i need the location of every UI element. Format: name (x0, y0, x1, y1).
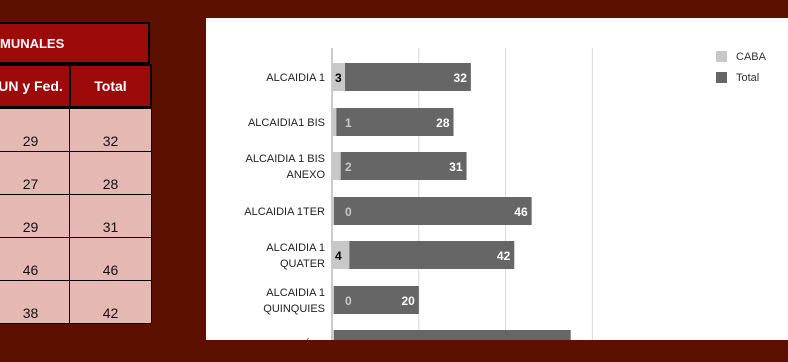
column-header-total: Total (69, 64, 152, 108)
cell-un-fed: 29 (0, 194, 71, 238)
bar-caba (332, 330, 334, 340)
value-label-total: 28 (436, 116, 450, 130)
bar-total (345, 63, 471, 91)
value-label-total: 42 (497, 249, 511, 263)
bar-caba (332, 197, 334, 225)
column-header-un-fed: UN y Fed. (0, 64, 71, 108)
value-label-caba: 4 (335, 249, 342, 263)
legend-swatch-total (716, 72, 727, 83)
cell-total: 28 (69, 151, 152, 195)
value-label-total: 32 (454, 71, 468, 85)
bar-caba (332, 108, 337, 136)
bar-total (349, 241, 515, 269)
legend-swatch-caba (716, 51, 727, 62)
cell-un-fed: 27 (0, 151, 71, 195)
cell-un-fed: 46 (0, 237, 71, 281)
value-label-caba: 2 (345, 160, 352, 174)
left-table: MUNALES UN y Fed. Total 29 32 27 28 29 31 46 46… (0, 22, 152, 362)
legend-item-caba: CABA (716, 46, 766, 67)
legend-item-total: Total (716, 67, 766, 88)
legend-label-total: Total (736, 71, 760, 84)
legend: CABA Total (716, 46, 766, 88)
value-label-total: 20 (401, 294, 415, 308)
category-label: ALCAIDIA1 BIS (248, 117, 325, 129)
bar-total (334, 197, 532, 225)
cell-un-fed: 38 (0, 280, 71, 324)
cell-total: 42 (69, 280, 152, 324)
bar-total (340, 152, 467, 180)
bar-total (334, 286, 419, 314)
bar-total (334, 330, 571, 340)
category-label: ALCAIDIA 1 QUATER (266, 242, 325, 270)
cell-total: 46 (69, 237, 152, 281)
category-label: ALCAIDIA 1 BIS ANEXO (246, 153, 326, 181)
bar-caba (332, 152, 341, 180)
cell-total: 32 (69, 108, 152, 152)
chart-panel: ALCAIDIA 1 3 32 ALCAIDIA1 BIS 1 28 ALCAIDIA 1 … (206, 18, 788, 340)
bar-total (336, 108, 454, 136)
cell-un-fed: 29 (0, 108, 71, 152)
value-label-caba: 3 (335, 71, 342, 85)
legend-label-caba: CABA (736, 50, 766, 63)
value-label-total: 31 (449, 160, 463, 174)
category-label: ALCAIDÍA 2 (266, 338, 325, 340)
table-header: MUNALES (0, 22, 150, 64)
bar-caba (332, 63, 346, 91)
bar-caba (332, 286, 334, 314)
category-label: ALCAIDIA 1 QUINQUIES (263, 287, 325, 315)
value-label-total: 55 (553, 338, 567, 340)
bar-caba (332, 241, 350, 269)
bar-chart: ALCAIDIA 1 3 32 ALCAIDIA1 BIS 1 28 ALCAIDIA 1 … (244, 48, 593, 340)
value-label-caba: 1 (345, 116, 352, 130)
cell-total: 31 (69, 194, 152, 238)
value-label-caba: 0 (345, 205, 352, 219)
category-label: ALCAIDIA 1TER (244, 206, 325, 218)
value-label-caba: 0 (345, 294, 352, 308)
category-label: ALCAIDIA 1 (266, 72, 325, 84)
value-label-total: 46 (514, 205, 528, 219)
